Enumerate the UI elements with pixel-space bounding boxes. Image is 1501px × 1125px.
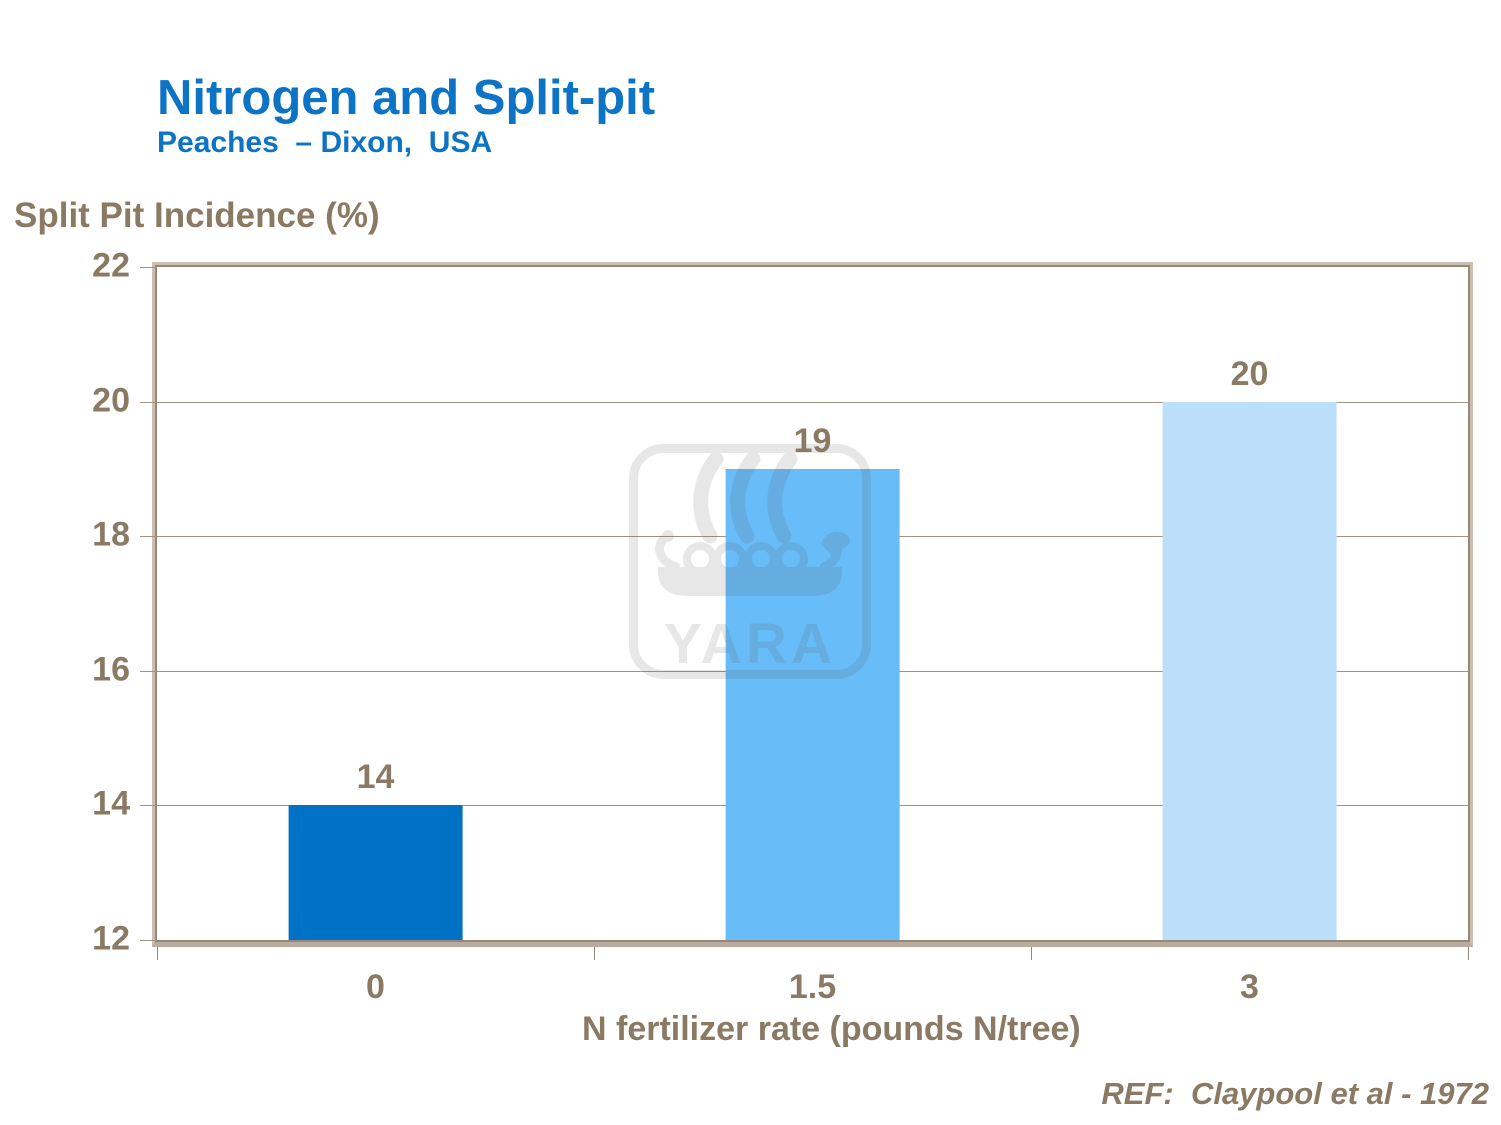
- sail-1: [693, 451, 724, 544]
- bar-value-label: 19: [793, 421, 832, 460]
- chart-subtitle: Peaches – Dixon, USA: [157, 126, 493, 159]
- bar-value-label: 20: [1230, 354, 1269, 393]
- yara-watermark-logo: YARA: [629, 444, 871, 679]
- reference-text: REF: Claypool et al - 1972: [1101, 1076, 1489, 1111]
- plot-area: YARA 12 14 16 18 20 22 14 0 19 1.5 20 3: [92, 247, 1470, 1006]
- y-tick-label: 18: [92, 515, 130, 554]
- viking-ship-icon: [655, 451, 850, 596]
- bar-value-label: 14: [356, 758, 395, 797]
- x-tick-mark: [1468, 947, 1469, 960]
- watermark-wordmark: YARA: [664, 612, 836, 676]
- x-tick-mark: [1031, 947, 1032, 960]
- x-tick-mark: [157, 947, 158, 960]
- y-tick-mark: [140, 805, 157, 807]
- sail-2: [730, 451, 761, 544]
- y-tick-mark: [140, 940, 157, 941]
- y-tick-label: 16: [92, 650, 130, 689]
- x-tick-label: 0: [366, 968, 385, 1006]
- watermark-frame: [629, 444, 871, 679]
- gridline: [157, 401, 1468, 403]
- shield-1: [683, 542, 717, 576]
- shield-2: [713, 542, 747, 576]
- prow: [655, 534, 681, 572]
- y-tick-label: 12: [92, 919, 130, 958]
- watermark-group: YARA: [629, 444, 871, 679]
- y-tick-label: 14: [92, 785, 130, 824]
- hull: [658, 567, 842, 596]
- x-tick-label: 3: [1240, 968, 1259, 1006]
- y-axis-title: Split Pit Incidence (%): [14, 196, 380, 235]
- stern-neck: [819, 534, 843, 572]
- bar: [288, 805, 463, 940]
- y-tick-mark: [140, 401, 157, 403]
- y-tick-mark: [140, 536, 157, 538]
- y-tick-label: 22: [92, 246, 130, 285]
- dragon-head: [821, 531, 850, 556]
- y-tick-mark: [140, 670, 157, 672]
- shield-3: [744, 542, 778, 576]
- x-tick-mark: [594, 947, 595, 960]
- y-tick-mark: [140, 267, 157, 268]
- x-axis-title: N fertilizer rate (pounds N/tree): [582, 1010, 1081, 1048]
- shield-4: [774, 542, 808, 576]
- plot-frame: YARA 12 14 16 18 20 22 14 0 19 1.5 20 3: [92, 247, 1473, 1006]
- bar: [725, 468, 900, 940]
- chart-title: Nitrogen and Split-pit: [157, 71, 656, 125]
- x-tick-label: 1.5: [788, 968, 837, 1006]
- y-tick-label: 20: [92, 381, 130, 420]
- bar: [1162, 401, 1337, 940]
- sail-3: [767, 451, 798, 544]
- prow-knob: [662, 530, 674, 542]
